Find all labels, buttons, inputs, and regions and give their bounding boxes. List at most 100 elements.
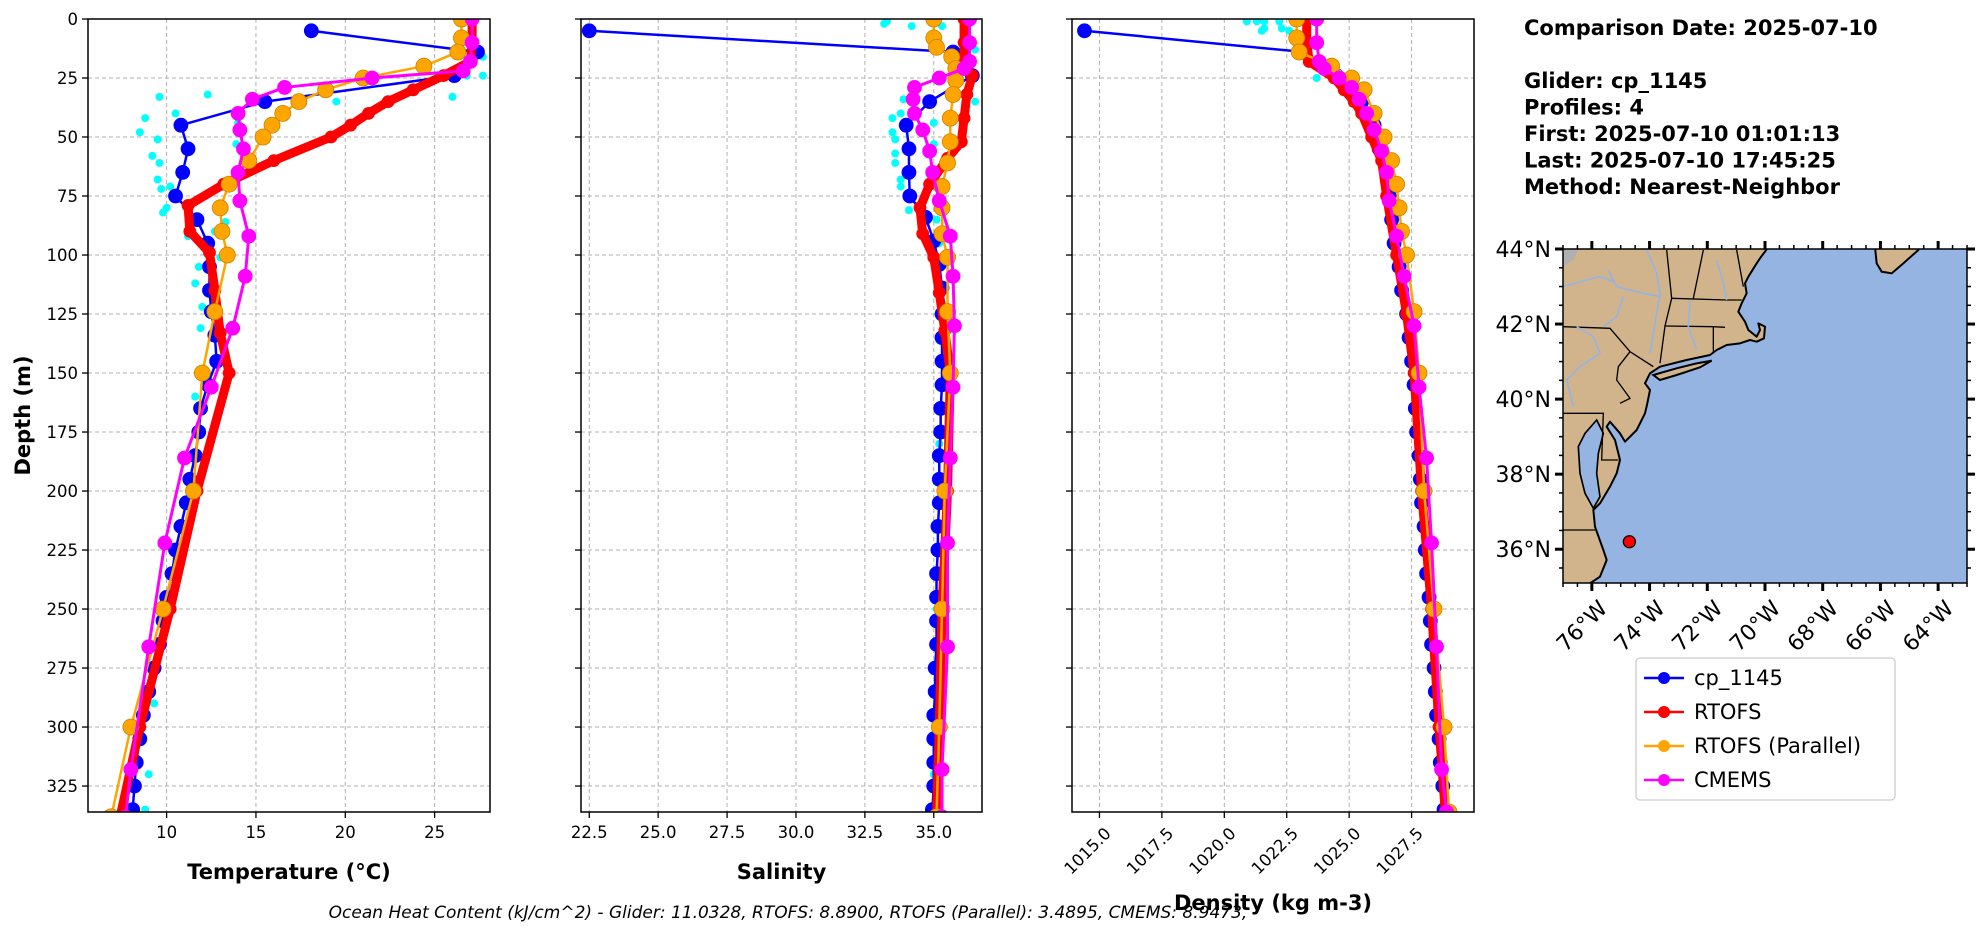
data-point-rtofs	[183, 225, 197, 238]
legend-marker	[1658, 672, 1670, 684]
data-point-cmems	[236, 141, 251, 157]
data-point-cmems	[232, 122, 248, 138]
raw-glider-point	[194, 262, 203, 271]
data-point-cmems	[177, 450, 192, 466]
x-tick-label: 1025.0	[1310, 824, 1364, 878]
y-tick-label: 275	[47, 659, 79, 678]
raw-glider-point	[162, 203, 171, 212]
panel-density: 1015.0 1017.5 1020.0 1022.5 1025.0 1027.5Dens…	[1061, 18, 1475, 915]
y-tick-label: 25	[57, 69, 78, 88]
data-point-cmems	[907, 106, 922, 121]
data-point-cmems	[915, 122, 931, 138]
data-point-cmems	[1379, 165, 1395, 180]
data-point-rtofs	[203, 246, 216, 260]
data-point-rtofs_parallel	[154, 600, 172, 618]
data-point-rtofs_parallel	[213, 223, 231, 240]
ocean-heat-content-footer: Ocean Heat Content (kJ/cm^2) - Glider: 1…	[329, 903, 1248, 923]
series-rtofs_parallel	[104, 19, 470, 812]
series-glider	[581, 23, 980, 812]
data-point-rtofs_parallel	[290, 93, 308, 111]
comparison-date: Comparison Date: 2025-07-10	[1524, 16, 1878, 40]
data-point-cmems	[203, 379, 219, 395]
plot-area	[1077, 19, 1458, 812]
series-line-glider	[1084, 29, 1446, 810]
data-point-cmems	[931, 193, 947, 209]
raw-glider-point	[1260, 19, 1269, 26]
data-point-rtofs_parallel	[939, 154, 956, 172]
data-point-rtofs	[381, 95, 395, 109]
data-point-rtofs_parallel	[254, 128, 272, 146]
series-glider	[125, 23, 485, 812]
raw-glider-point	[1312, 74, 1321, 83]
data-point-cmems	[1406, 318, 1422, 334]
data-point-cmems	[1434, 762, 1449, 777]
glider-name: Glider: cp_1145	[1524, 69, 1707, 93]
legend-label: RTOFS	[1694, 700, 1761, 724]
y-tick-label: 250	[47, 600, 79, 619]
data-point-rtofs_parallel	[941, 109, 959, 127]
y-tick-label: 75	[57, 187, 78, 206]
data-point-rtofs	[344, 118, 358, 132]
y-tick-label: 175	[47, 423, 79, 442]
raw-glider-point	[888, 114, 897, 123]
raw-glider-point	[907, 22, 916, 31]
data-point-cmems	[1309, 19, 1325, 27]
x-tick-label: 1017.5	[1123, 824, 1177, 878]
data-point-rtofs	[324, 130, 338, 144]
data-point-cmems	[237, 268, 253, 284]
series-line-cmems	[124, 19, 474, 812]
data-point-cmems	[1396, 268, 1412, 284]
legend-entry-rtofs_parallel: RTOFS (Parallel)	[1644, 734, 1861, 758]
axes-frame	[580, 18, 983, 813]
data-point-cmems	[962, 35, 977, 51]
data-point-rtofs	[222, 366, 236, 380]
y-axis-label: Depth (m)	[11, 355, 35, 475]
data-point-cmems	[277, 80, 292, 95]
data-point-rtofs	[267, 154, 281, 168]
y-tick-label: 200	[47, 482, 79, 501]
x-tick-label: 35.0	[915, 823, 952, 842]
data-point-cmems	[942, 228, 958, 244]
data-point-cmems	[945, 268, 961, 284]
data-point-rtofs	[927, 250, 941, 264]
data-point-cmems	[1309, 35, 1325, 51]
data-point-cmems	[123, 762, 139, 777]
data-point-rtofs	[406, 83, 420, 97]
data-point-glider	[898, 117, 914, 133]
data-point-rtofs_parallel	[449, 43, 467, 61]
x-tick-label: 10	[156, 823, 177, 842]
raw-glider-point	[1242, 19, 1251, 26]
data-point-rtofs	[916, 227, 930, 241]
data-point-cmems	[934, 762, 950, 777]
raw-glider-point	[896, 109, 905, 118]
first-time: First: 2025-07-10 01:01:13	[1524, 122, 1840, 146]
raw-glider-point	[191, 392, 200, 401]
data-point-rtofs_parallel	[185, 482, 202, 500]
legend-marker	[1658, 774, 1670, 786]
raw-glider-point	[171, 109, 180, 118]
raw-glider-point	[896, 175, 905, 184]
data-point-cmems	[1366, 122, 1382, 138]
data-point-cmems	[1351, 91, 1367, 107]
y-tick-label: 225	[47, 541, 79, 560]
raw-glider-point	[1275, 19, 1284, 26]
data-point-rtofs_parallel	[925, 19, 943, 28]
raw-glider-point	[144, 770, 153, 779]
data-point-cmems	[244, 91, 260, 107]
raw-glider-point	[157, 184, 166, 193]
data-point-rtofs_parallel	[263, 116, 281, 134]
data-point-rtofs_parallel	[939, 303, 956, 321]
raw-glider-point	[932, 215, 941, 224]
legend: cp_1145 RTOFS RTOFS (Parallel) CMEMS	[1635, 657, 1896, 801]
lon-tick-label: 66°W	[1841, 596, 1902, 657]
raw-glider-point	[203, 90, 212, 99]
data-point-cmems	[931, 70, 947, 86]
data-point-cmems	[232, 193, 248, 209]
lon-tick-label: 74°W	[1610, 596, 1671, 657]
raw-glider-point	[135, 128, 144, 137]
x-axis-label: Density (kg m-3)	[1174, 891, 1372, 915]
data-point-cmems	[905, 91, 921, 107]
series-rtofs	[115, 19, 479, 812]
x-tick-label: 20	[335, 823, 356, 842]
lat-tick-label: 36°N	[1496, 538, 1551, 563]
